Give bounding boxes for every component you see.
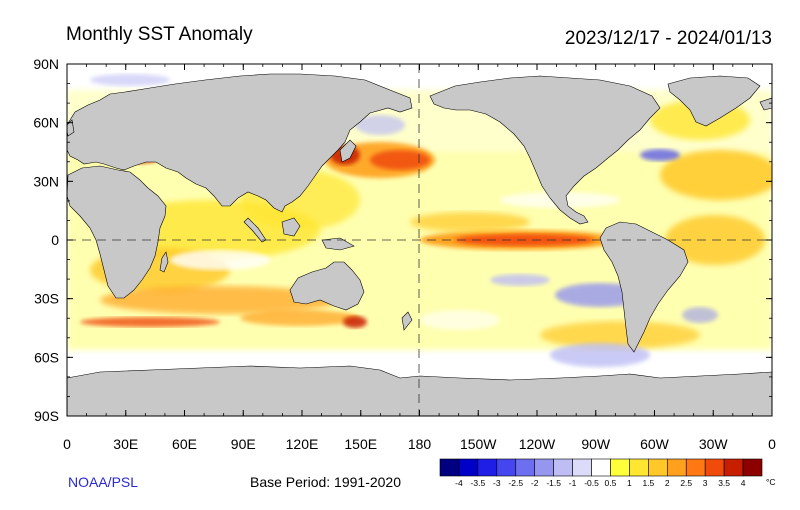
colorbar-swatch xyxy=(534,458,554,477)
lon-label: 60W xyxy=(640,436,670,452)
colorbar-tick-label: -2.5 xyxy=(508,478,523,488)
colorbar-swatch xyxy=(704,458,725,477)
lon-label: 30E xyxy=(113,436,138,452)
colorbar-tick-label: -2 xyxy=(531,478,539,488)
lon-label: 150E xyxy=(344,436,377,452)
lon-label: 120E xyxy=(286,436,319,452)
colorbar-swatch xyxy=(723,458,744,477)
africa xyxy=(67,165,167,299)
colorbar-swatch xyxy=(591,458,611,477)
eurasia xyxy=(67,73,413,213)
colorbar-swatch xyxy=(515,458,536,477)
antarctica xyxy=(67,365,772,416)
lon-label: 120W xyxy=(519,436,556,452)
credit-label: NOAA/PSL xyxy=(68,474,139,490)
axis-ticks xyxy=(66,63,773,417)
date-range: 2023/12/17 - 2024/01/13 xyxy=(564,28,772,49)
colorbar-swatch xyxy=(742,458,763,477)
colorbar-tick-label: 1 xyxy=(627,478,632,488)
colorbar-swatch xyxy=(685,458,706,477)
colorbar-swatch xyxy=(458,458,479,477)
colorbar-tick-label: 2 xyxy=(665,478,670,488)
lat-label: 90S xyxy=(34,408,59,424)
lon-label: 90W xyxy=(581,436,611,452)
colorbar-tick-label: 4 xyxy=(741,478,746,488)
lat-label: 30N xyxy=(33,173,59,189)
colorbar-tick-label: 3 xyxy=(703,478,708,488)
colorbar-tick-label: 1.5 xyxy=(642,478,654,488)
lat-label: 30S xyxy=(34,291,59,307)
colorbar-tick-label: 0.5 xyxy=(605,478,617,488)
base-period-label: Base Period: 1991-2020 xyxy=(250,474,401,490)
lat-label: 90N xyxy=(33,56,59,72)
lon-label: 150W xyxy=(460,436,497,452)
north-america xyxy=(429,75,661,225)
madagascar xyxy=(159,251,169,273)
land xyxy=(67,73,772,416)
colorbar-swatch xyxy=(629,458,649,477)
colorbar-swatch xyxy=(439,458,460,477)
south-america xyxy=(599,221,689,353)
sumatra xyxy=(243,217,267,243)
australia xyxy=(289,261,365,311)
lon-label: 60E xyxy=(172,436,197,452)
colorbar-swatch xyxy=(572,458,592,477)
map-title: Monthly SST Anomaly xyxy=(66,24,253,45)
colorbar-tick-label: 2.5 xyxy=(680,478,692,488)
colorbar-tick-label: -4 xyxy=(455,478,463,488)
lon-label: 180 xyxy=(408,436,432,452)
colorbar-tick-label: -0.5 xyxy=(584,478,599,488)
colorbar-swatch xyxy=(553,458,573,477)
new-guinea xyxy=(321,237,355,251)
colorbar-tick-label: -1 xyxy=(569,478,577,488)
new-zealand xyxy=(401,311,413,331)
lon-label: 90E xyxy=(231,436,256,452)
iceland xyxy=(759,97,772,111)
lon-label: 0 xyxy=(768,436,776,452)
lat-axis: 90N 60N 30N 0 30S 60S 90S xyxy=(33,56,59,424)
lon-axis: 0 30E 60E 90E 120E 150E 180 150W 120W 90W 60W 30W 0 xyxy=(63,436,776,452)
colorbar xyxy=(439,458,763,477)
colorbar-swatch xyxy=(477,458,498,477)
colorbar-labels: -4 -3.5 -3 -2.5 -2 -1.5 -1 -0.5 0.5 1 1.5 2 2.5 3 3.5 4 xyxy=(455,478,746,488)
borneo xyxy=(281,217,301,237)
japan xyxy=(339,139,357,163)
colorbar-tick-label: -3 xyxy=(493,478,501,488)
colorbar-swatch xyxy=(496,458,517,477)
colorbar-tick-label: -1.5 xyxy=(546,478,561,488)
colorbar-swatch xyxy=(666,458,687,477)
lat-label: 60S xyxy=(34,349,59,365)
lon-label: 0 xyxy=(63,436,71,452)
lat-label: 0 xyxy=(51,232,59,248)
colorbar-unit: °C xyxy=(766,477,776,487)
colorbar-tick-label: 3.5 xyxy=(718,478,730,488)
lon-label: 30W xyxy=(699,436,729,452)
lat-label: 60N xyxy=(33,115,59,131)
colorbar-tick-label: -3.5 xyxy=(471,478,486,488)
colorbar-swatch xyxy=(648,458,668,477)
colorbar-swatch xyxy=(610,458,630,477)
greenland xyxy=(667,75,761,127)
